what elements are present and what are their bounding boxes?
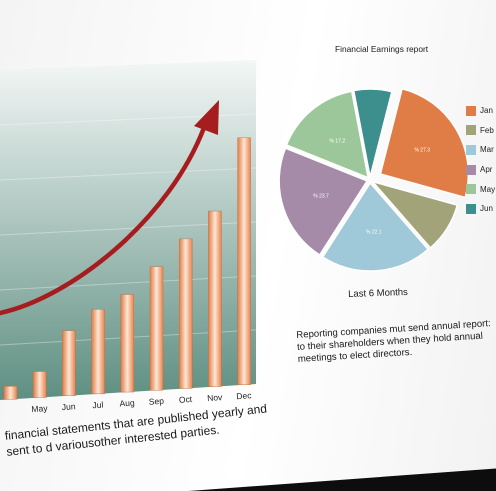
legend-label: Apr — [480, 165, 493, 175]
legend-label: Mar — [480, 145, 494, 155]
x-tick-label: Jul — [92, 400, 104, 411]
legend-swatch — [466, 203, 476, 214]
x-tick-label: Dec — [236, 390, 253, 401]
bar-may — [33, 371, 47, 398]
x-tick-label: Jun — [61, 401, 76, 412]
legend-item-may: May — [466, 179, 496, 199]
legend-label: May — [480, 184, 496, 194]
legend-item-mar: Mar — [466, 140, 496, 160]
x-tick-label: May — [31, 403, 48, 414]
bar-jul — [91, 309, 105, 395]
legend-swatch — [466, 105, 476, 116]
bar-jun — [62, 330, 76, 396]
legend-swatch — [466, 184, 476, 195]
x-tick-label: Sep — [148, 396, 164, 407]
trend-arrow — [0, 122, 208, 316]
pie-legend: Jan Feb Mar Apr May Jun — [466, 101, 496, 219]
pie-title: Financial Earnings report — [335, 44, 429, 54]
legend-label: Feb — [480, 125, 494, 135]
bar-nov — [208, 210, 222, 387]
x-tick-label: Aug — [119, 398, 135, 409]
legend-item-jan: Jan — [466, 101, 496, 121]
legend-item-apr: Apr — [466, 160, 496, 180]
bar-aug — [120, 294, 135, 393]
bar-sep — [149, 266, 164, 391]
legend-label: Jun — [480, 204, 493, 214]
gridline — [0, 167, 257, 181]
bar-oct — [178, 238, 193, 389]
bar-dec — [237, 137, 251, 385]
legend-swatch — [466, 164, 476, 175]
legend-item-feb: Feb — [466, 121, 496, 141]
legend-swatch — [466, 144, 476, 155]
x-tick-label: Nov — [207, 392, 224, 403]
legend-item-jun: Jun — [466, 199, 496, 219]
x-tick-label: Oct — [179, 394, 194, 405]
trend-arrow-head — [194, 100, 219, 135]
legend-swatch — [466, 125, 476, 136]
pie-subtitle: Last 6 Months — [348, 286, 409, 300]
bar-first — [3, 386, 18, 400]
legend-label: Jan — [480, 106, 493, 116]
